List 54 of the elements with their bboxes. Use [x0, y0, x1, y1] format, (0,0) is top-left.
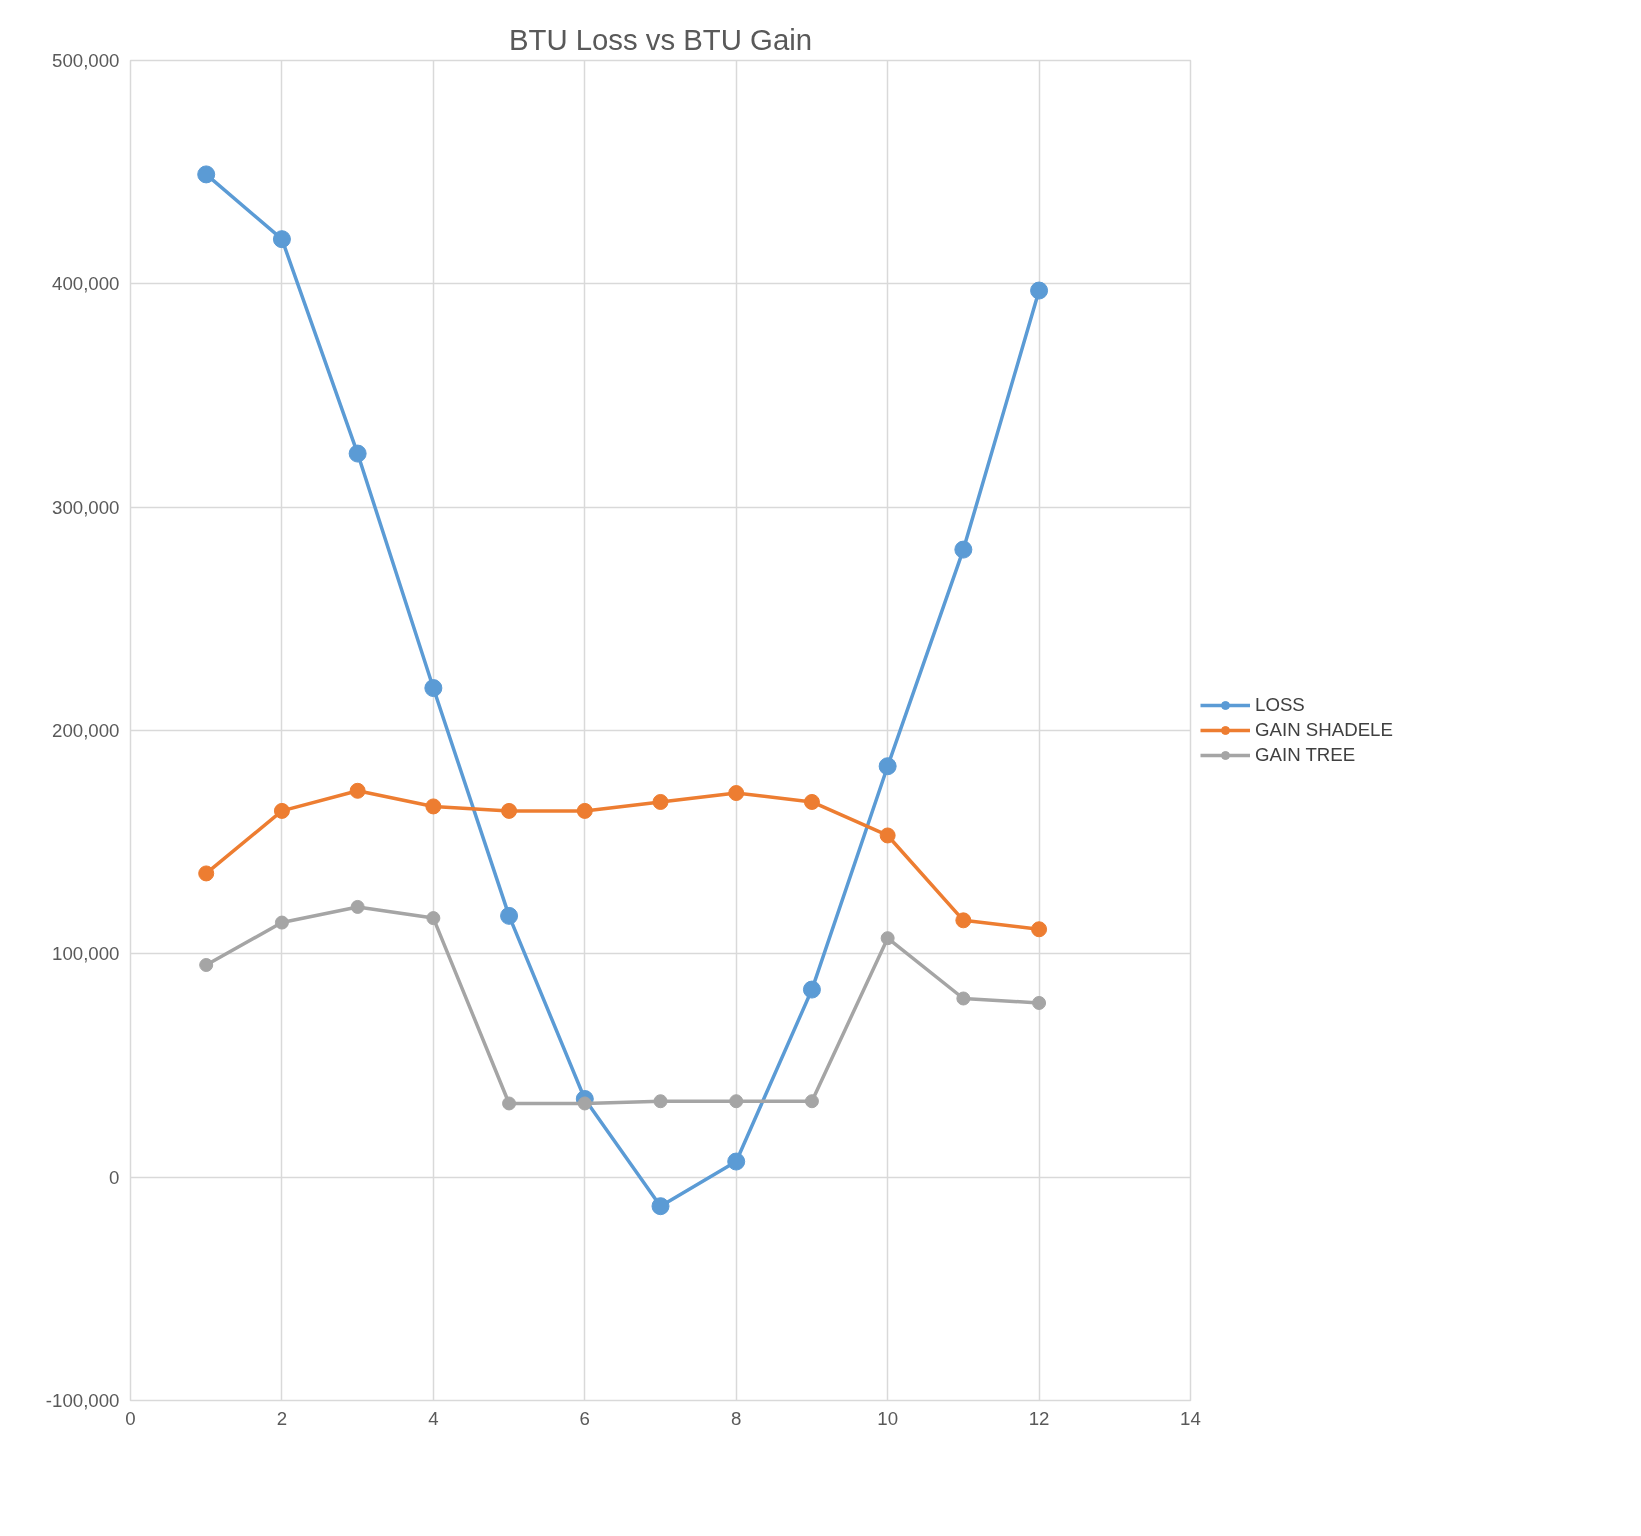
point — [198, 865, 215, 882]
point — [274, 915, 289, 930]
y-tick-label: 100,000 — [52, 943, 120, 965]
point — [1030, 281, 1049, 300]
x-tick-label: 2 — [276, 1407, 288, 1429]
y-tick-label: 200,000 — [52, 720, 120, 741]
point — [272, 230, 291, 249]
point — [880, 931, 895, 946]
point — [1032, 995, 1047, 1010]
y-tick-label: 0 — [109, 1166, 120, 1188]
point — [502, 1096, 517, 1111]
point — [727, 1152, 746, 1171]
point — [349, 782, 366, 799]
point — [878, 757, 897, 776]
x-tick-label: 12 — [1028, 1407, 1050, 1429]
y-tick-label: 300,000 — [52, 496, 120, 518]
point — [653, 1094, 668, 1109]
point — [199, 958, 214, 972]
point — [652, 793, 669, 810]
point — [804, 1094, 819, 1109]
x-tick-label: 10 — [877, 1407, 899, 1429]
x-tick-label: 8 — [731, 1407, 742, 1429]
point — [802, 980, 821, 999]
point — [879, 827, 896, 844]
point — [729, 1094, 744, 1109]
x-tick-label: 6 — [579, 1407, 590, 1429]
point — [803, 793, 820, 810]
legend-label: LOSS — [1255, 694, 1305, 716]
x-tick-label: 14 — [1180, 1407, 1201, 1429]
point — [350, 899, 365, 914]
point — [425, 798, 442, 815]
point — [954, 540, 973, 559]
point — [426, 911, 441, 926]
y-tick-label: 500,000 — [52, 50, 120, 71]
point — [955, 912, 972, 929]
chart-title: BTU Loss vs BTU Gain — [508, 22, 813, 56]
point — [728, 785, 745, 802]
point — [576, 802, 593, 819]
x-tick-label: 4 — [428, 1407, 439, 1429]
y-tick-label: 400,000 — [52, 273, 120, 295]
point — [956, 991, 971, 1006]
point — [501, 802, 518, 819]
point — [1031, 921, 1048, 938]
point — [500, 906, 519, 925]
point — [577, 1096, 592, 1111]
point — [273, 802, 290, 819]
x-tick-label: 0 — [125, 1407, 136, 1429]
legend-label: GAIN TREE — [1255, 744, 1356, 766]
point — [651, 1197, 670, 1216]
legend-label: GAIN SHADELE — [1255, 719, 1393, 741]
y-tick-label: -100,000 — [45, 1390, 120, 1411]
point — [424, 679, 443, 698]
point — [197, 165, 216, 184]
point — [348, 444, 367, 463]
